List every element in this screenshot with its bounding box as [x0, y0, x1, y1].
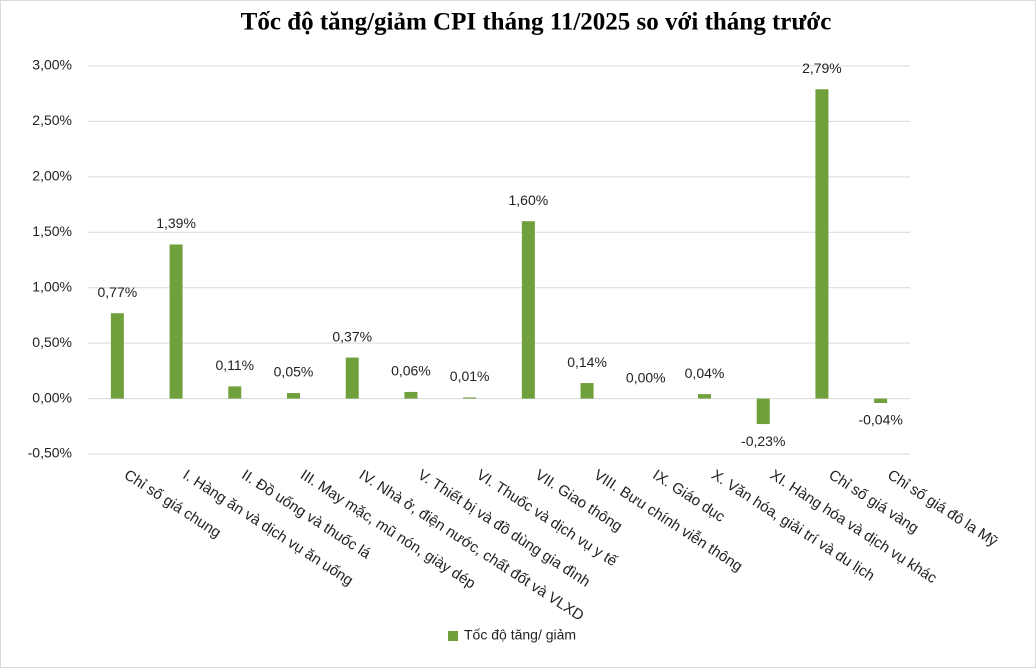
- data-label: 0,11%: [215, 357, 254, 373]
- y-tick-label: 1,00%: [32, 278, 72, 294]
- bar: [228, 386, 242, 399]
- bar: [169, 244, 183, 399]
- data-label: 1,60%: [509, 192, 549, 208]
- data-label: 0,00%: [626, 369, 666, 385]
- chart-title: Tốc độ tăng/giảm CPI tháng 11/2025 so vớ…: [241, 9, 832, 36]
- legend-label: Tốc độ tăng/ giảm: [464, 627, 576, 643]
- data-label: 0,06%: [391, 363, 431, 379]
- y-tick-label: 2,00%: [32, 168, 72, 184]
- data-label: 0,14%: [567, 354, 607, 370]
- data-label: 0,05%: [274, 364, 314, 380]
- y-tick-label: 1,50%: [32, 223, 72, 239]
- y-tick-label: 0,50%: [32, 334, 72, 350]
- y-tick-label: 2,50%: [32, 112, 72, 128]
- data-label: -0,23%: [741, 433, 785, 449]
- data-label: 0,77%: [98, 284, 138, 300]
- bar: [874, 398, 888, 404]
- bar: [110, 313, 124, 399]
- bar: [404, 391, 418, 399]
- data-label: 0,37%: [332, 328, 372, 344]
- bar: [287, 393, 300, 399]
- bar: [580, 383, 594, 399]
- data-label: -0,04%: [858, 412, 902, 428]
- legend-swatch: [448, 631, 458, 641]
- bar: [756, 398, 770, 425]
- y-tick-label: -0,50%: [28, 445, 72, 461]
- data-label: 0,01%: [450, 368, 490, 384]
- bar: [698, 394, 711, 399]
- y-tick-label: 0,00%: [32, 389, 72, 405]
- bar: [815, 89, 829, 399]
- data-label: 2,79%: [802, 60, 842, 76]
- y-tick-label: 3,00%: [32, 57, 72, 73]
- bar: [463, 397, 477, 399]
- bar: [521, 221, 535, 399]
- bar: [345, 357, 359, 399]
- data-label: 1,39%: [156, 215, 196, 231]
- data-label: 0,04%: [685, 365, 725, 381]
